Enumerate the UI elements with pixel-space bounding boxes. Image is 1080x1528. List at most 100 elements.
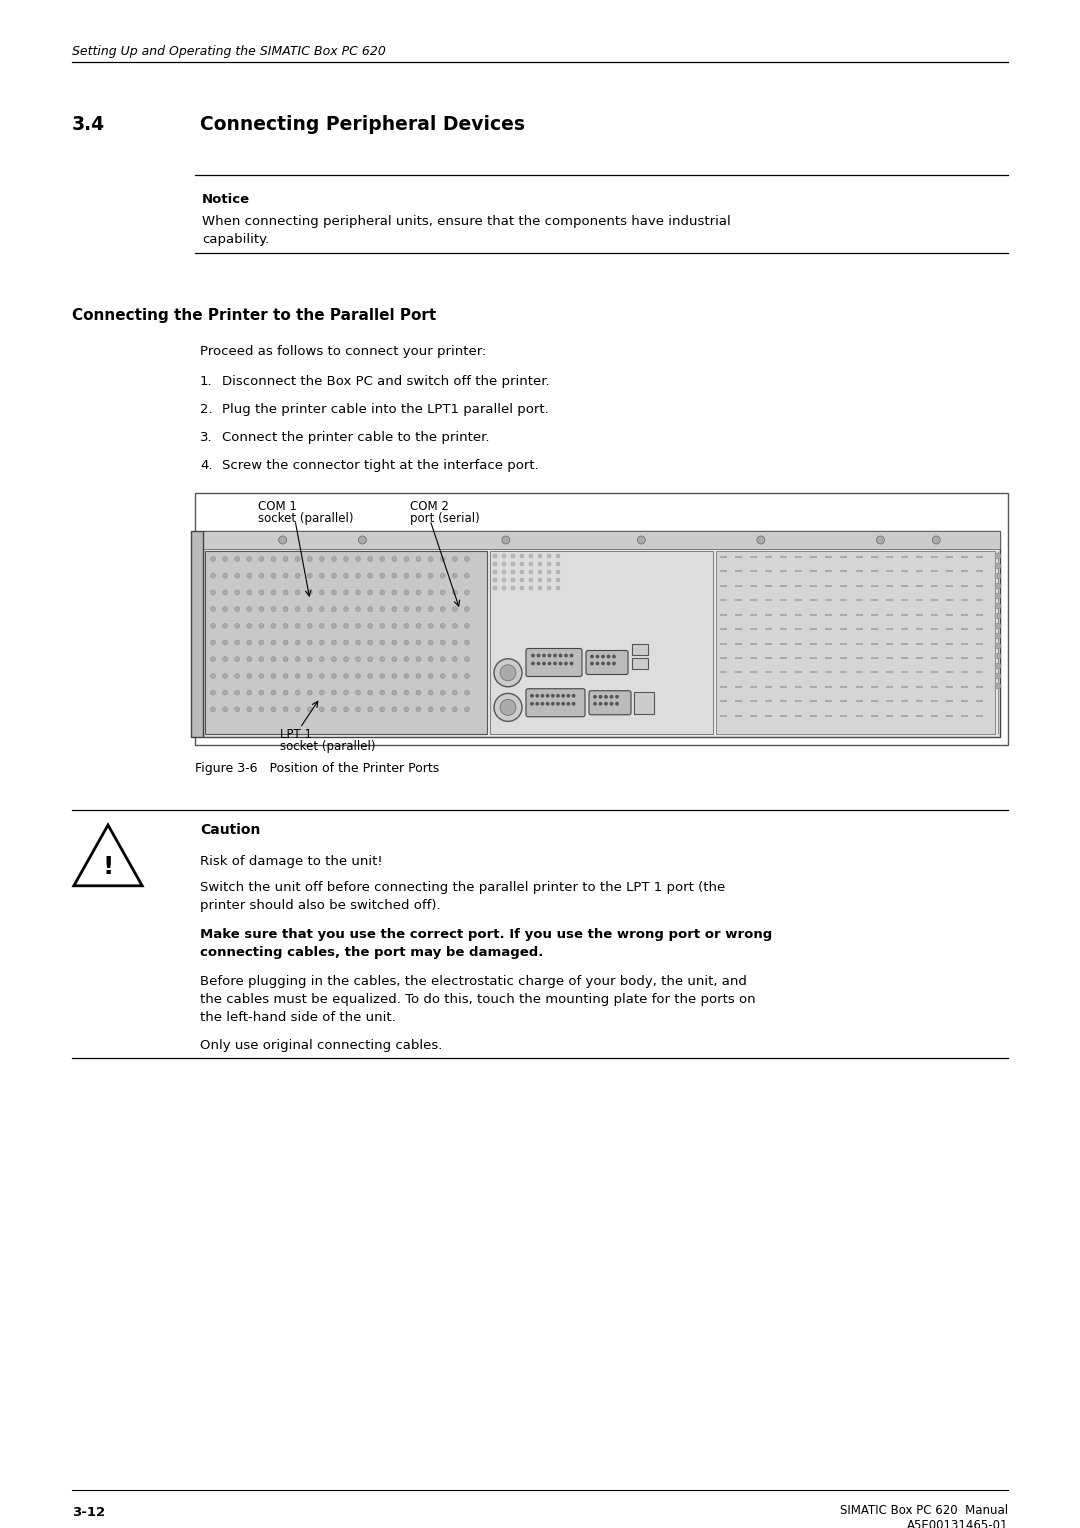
Circle shape: [271, 590, 276, 594]
Circle shape: [355, 623, 361, 628]
Circle shape: [271, 707, 276, 712]
Circle shape: [307, 674, 312, 678]
Circle shape: [320, 556, 324, 561]
Circle shape: [536, 695, 539, 697]
Circle shape: [367, 573, 373, 578]
Bar: [795, 700, 802, 703]
Bar: [632, 657, 648, 669]
Circle shape: [259, 707, 264, 712]
Circle shape: [343, 556, 349, 561]
Circle shape: [283, 674, 288, 678]
Circle shape: [380, 707, 384, 712]
Bar: [946, 686, 953, 688]
Text: 3.4: 3.4: [72, 115, 105, 134]
Circle shape: [222, 556, 228, 561]
Bar: [765, 599, 772, 601]
Bar: [825, 657, 833, 659]
Circle shape: [572, 695, 575, 697]
Bar: [765, 556, 772, 558]
Circle shape: [416, 707, 421, 712]
Circle shape: [570, 662, 572, 665]
Circle shape: [546, 587, 551, 590]
Circle shape: [602, 662, 604, 665]
Bar: [840, 556, 848, 558]
Circle shape: [416, 657, 421, 662]
Circle shape: [428, 573, 433, 578]
Bar: [961, 671, 968, 674]
Circle shape: [502, 570, 507, 575]
Circle shape: [246, 590, 252, 594]
Bar: [780, 700, 787, 703]
Circle shape: [453, 691, 457, 695]
Bar: [916, 642, 922, 645]
Circle shape: [246, 691, 252, 695]
Bar: [735, 614, 742, 616]
Bar: [840, 657, 848, 659]
Bar: [765, 570, 772, 573]
Circle shape: [416, 674, 421, 678]
Bar: [795, 556, 802, 558]
Text: COM 1: COM 1: [258, 500, 297, 513]
Circle shape: [492, 562, 497, 565]
Bar: [916, 715, 922, 717]
Bar: [855, 671, 863, 674]
Circle shape: [995, 553, 1001, 559]
Bar: [961, 642, 968, 645]
Circle shape: [464, 590, 470, 594]
Circle shape: [380, 573, 384, 578]
Circle shape: [416, 640, 421, 645]
Circle shape: [367, 607, 373, 611]
Circle shape: [492, 587, 497, 590]
Circle shape: [519, 562, 524, 565]
Circle shape: [519, 570, 524, 575]
Circle shape: [343, 607, 349, 611]
Text: SIMATIC Box PC 620  Manual: SIMATIC Box PC 620 Manual: [840, 1504, 1008, 1517]
Bar: [810, 628, 818, 630]
Circle shape: [594, 695, 596, 698]
Circle shape: [380, 590, 384, 594]
Text: connecting cables, the port may be damaged.: connecting cables, the port may be damag…: [200, 946, 543, 960]
Bar: [735, 642, 742, 645]
Circle shape: [246, 556, 252, 561]
Bar: [205, 552, 487, 733]
Text: Before plugging in the cables, the electrostatic charge of your body, the unit, : Before plugging in the cables, the elect…: [200, 975, 747, 989]
Bar: [735, 700, 742, 703]
Bar: [751, 570, 757, 573]
Circle shape: [428, 607, 433, 611]
Bar: [780, 642, 787, 645]
Circle shape: [932, 536, 941, 544]
Circle shape: [546, 578, 551, 582]
Circle shape: [343, 707, 349, 712]
Text: Screw the connector tight at the interface port.: Screw the connector tight at the interfa…: [222, 458, 539, 472]
Bar: [825, 585, 833, 587]
Bar: [720, 686, 727, 688]
Bar: [840, 628, 848, 630]
Circle shape: [211, 640, 216, 645]
Bar: [735, 628, 742, 630]
Bar: [855, 686, 863, 688]
Bar: [810, 657, 818, 659]
Circle shape: [307, 640, 312, 645]
Bar: [735, 715, 742, 717]
Circle shape: [599, 703, 602, 704]
Circle shape: [453, 640, 457, 645]
Circle shape: [995, 562, 1001, 568]
Bar: [810, 642, 818, 645]
Circle shape: [392, 556, 396, 561]
Circle shape: [367, 674, 373, 678]
Circle shape: [538, 587, 542, 590]
Circle shape: [343, 691, 349, 695]
Circle shape: [367, 623, 373, 628]
Bar: [855, 585, 863, 587]
Circle shape: [562, 703, 565, 704]
Bar: [780, 556, 787, 558]
Circle shape: [404, 674, 409, 678]
Circle shape: [283, 590, 288, 594]
Circle shape: [234, 590, 240, 594]
Circle shape: [295, 707, 300, 712]
Circle shape: [234, 607, 240, 611]
Bar: [840, 671, 848, 674]
Circle shape: [234, 640, 240, 645]
Circle shape: [404, 607, 409, 611]
Bar: [810, 585, 818, 587]
